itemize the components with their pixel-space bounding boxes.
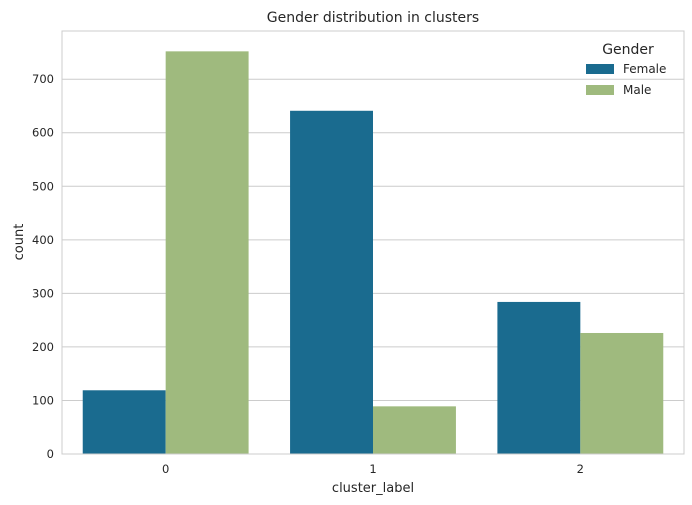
- bar-female-cluster-2: [497, 301, 581, 454]
- x-tick-labels: 0 1 2: [162, 462, 584, 476]
- legend-swatch-female: [586, 64, 614, 74]
- x-axis-label: cluster_label: [332, 481, 414, 496]
- y-tick-label: 0: [47, 447, 54, 461]
- bar-male-cluster-0: [165, 51, 249, 455]
- legend-title: Gender: [602, 42, 654, 58]
- bar-male-cluster-2: [580, 332, 664, 454]
- x-tick-label: 0: [162, 462, 169, 476]
- bars: [82, 51, 664, 455]
- legend-label-male: Male: [623, 83, 651, 97]
- bar-male-cluster-1: [373, 406, 456, 454]
- legend-label-female: Female: [623, 62, 666, 76]
- y-tick-label: 500: [32, 179, 54, 193]
- chart-title: Gender distribution in clusters: [267, 10, 479, 26]
- y-tick-label: 600: [32, 126, 54, 140]
- x-tick-label: 2: [577, 462, 584, 476]
- y-axis-label: count: [12, 224, 27, 261]
- bar-female-cluster-0: [82, 390, 166, 454]
- y-tick-labels: 0 100 200 300 400 500 600 700: [32, 72, 54, 461]
- y-tick-label: 300: [32, 286, 54, 300]
- bar-female-cluster-1: [290, 110, 373, 455]
- legend-swatch-male: [586, 85, 614, 95]
- plot-frame: [61, 30, 685, 455]
- y-tick-label: 400: [32, 233, 54, 247]
- legend: Gender Female Male: [586, 42, 666, 97]
- y-tick-label: 700: [32, 72, 54, 86]
- x-tick-label: 1: [369, 462, 376, 476]
- y-tick-label: 200: [32, 340, 54, 354]
- y-tick-label: 100: [32, 393, 54, 407]
